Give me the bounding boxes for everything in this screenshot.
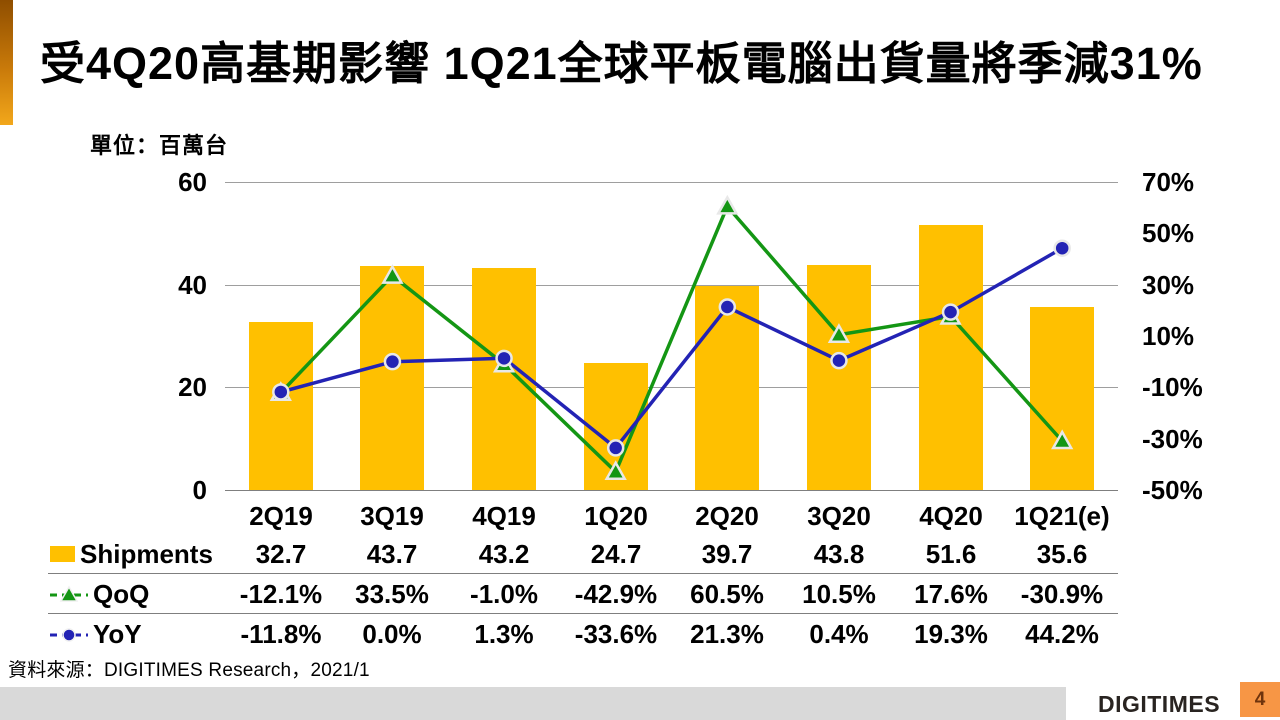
title-accent-bar	[0, 0, 13, 125]
table-cell-shipments-4Q20: 51.6	[925, 539, 977, 569]
x-axis-label-2Q19: 2Q19	[249, 501, 313, 531]
bar-3Q20	[807, 265, 871, 490]
left-axis-tick: 20	[178, 372, 207, 402]
right-axis-tick: 50%	[1142, 218, 1195, 248]
right-axis-tick: -50%	[1142, 475, 1203, 505]
gridline-20	[225, 387, 1118, 388]
bar-2Q20	[695, 286, 759, 490]
table-row-label-qoq: QoQ	[50, 574, 149, 614]
table-cell-yoy-1Q21(e): 44.2%	[1025, 619, 1099, 649]
bar-4Q19	[472, 268, 536, 490]
table-cell-shipments-2Q19: 32.7	[255, 539, 307, 569]
x-axis-label-2Q20: 2Q20	[695, 501, 759, 531]
bar-2Q19	[249, 322, 313, 490]
table-row-label-yoy: YoY	[50, 614, 142, 654]
footer-bar	[0, 687, 1066, 720]
bar-3Q19	[360, 265, 424, 490]
page-title: 受4Q20高基期影響 1Q21全球平板電腦出貨量將季減31%	[40, 38, 1203, 89]
table-cell-yoy-1Q20: -33.6%	[574, 619, 658, 649]
table-cell-yoy-3Q19: 0.0%	[362, 619, 422, 649]
table-cell-qoq-4Q20: 17.6%	[914, 579, 988, 609]
series-name-label: YoY	[93, 618, 142, 649]
source-note: 資料來源：DIGITIMES Research，2021/1	[8, 660, 370, 681]
table-cell-qoq-4Q19: -1.0%	[470, 579, 538, 609]
right-axis-tick: 70%	[1142, 167, 1195, 197]
table-separator	[48, 573, 1118, 574]
series-name-label: QoQ	[93, 578, 150, 609]
table-cell-yoy-3Q20: 0.4%	[809, 619, 869, 649]
x-axis-label-1Q21(e): 1Q21(e)	[1014, 501, 1110, 531]
gridline-60	[225, 182, 1118, 183]
yoy-legend-marker-icon	[50, 628, 88, 642]
left-axis-tick: 0	[192, 475, 207, 505]
table-cell-yoy-2Q20: 21.3%	[690, 619, 764, 649]
table-cell-qoq-2Q19: -12.1%	[239, 579, 323, 609]
shipments-legend-swatch-icon	[50, 546, 75, 562]
table-cell-shipments-1Q20: 24.7	[590, 539, 642, 569]
table-cell-shipments-1Q21(e): 35.6	[1036, 539, 1088, 569]
bar-4Q20	[919, 225, 983, 490]
table-cell-yoy-2Q19: -11.8%	[240, 619, 322, 649]
digitimes-logo: DIGITIMES	[1097, 691, 1221, 717]
right-axis-tick: 10%	[1142, 321, 1195, 351]
x-axis-label-3Q20: 3Q20	[807, 501, 871, 531]
table-cell-shipments-3Q19: 43.7	[366, 539, 418, 569]
table-cell-qoq-1Q21(e): -30.9%	[1020, 579, 1104, 609]
x-axis-label-3Q19: 3Q19	[360, 501, 424, 531]
x-axis-label-4Q19: 4Q19	[472, 501, 536, 531]
right-axis-tick: 30%	[1142, 270, 1195, 300]
table-cell-shipments-3Q20: 43.8	[813, 539, 865, 569]
left-axis-tick: 60	[178, 167, 207, 197]
series-name-label: Shipments	[80, 538, 213, 569]
table-cell-yoy-4Q20: 19.3%	[914, 619, 988, 649]
yoy-marker-1Q21(e)	[1053, 239, 1071, 257]
table-cell-shipments-2Q20: 39.7	[701, 539, 753, 569]
table-cell-qoq-1Q20: -42.9%	[574, 579, 658, 609]
table-cell-shipments-4Q19: 43.2	[478, 539, 530, 569]
qoq-legend-marker-icon	[50, 585, 88, 602]
left-axis-tick: 40	[178, 270, 207, 300]
x-axis-label-1Q20: 1Q20	[584, 501, 648, 531]
right-axis-tick: -30%	[1142, 424, 1203, 454]
bar-1Q20	[584, 363, 648, 490]
page-number-badge: 4	[1240, 682, 1280, 717]
x-axis-label-4Q20: 4Q20	[919, 501, 983, 531]
unit-label: 單位：百萬台	[90, 133, 229, 158]
right-axis-tick: -10%	[1142, 372, 1203, 402]
table-cell-qoq-3Q20: 10.5%	[802, 579, 876, 609]
gridline-0	[225, 490, 1118, 491]
table-row-label-shipments: Shipments	[50, 534, 213, 574]
gridline-40	[225, 285, 1118, 286]
table-separator	[48, 613, 1118, 614]
qoq-marker-2Q20	[716, 194, 739, 215]
table-cell-qoq-2Q20: 60.5%	[690, 579, 764, 609]
table-cell-yoy-4Q19: 1.3%	[474, 619, 534, 649]
bar-1Q21(e)	[1030, 307, 1094, 490]
table-cell-qoq-3Q19: 33.5%	[355, 579, 429, 609]
